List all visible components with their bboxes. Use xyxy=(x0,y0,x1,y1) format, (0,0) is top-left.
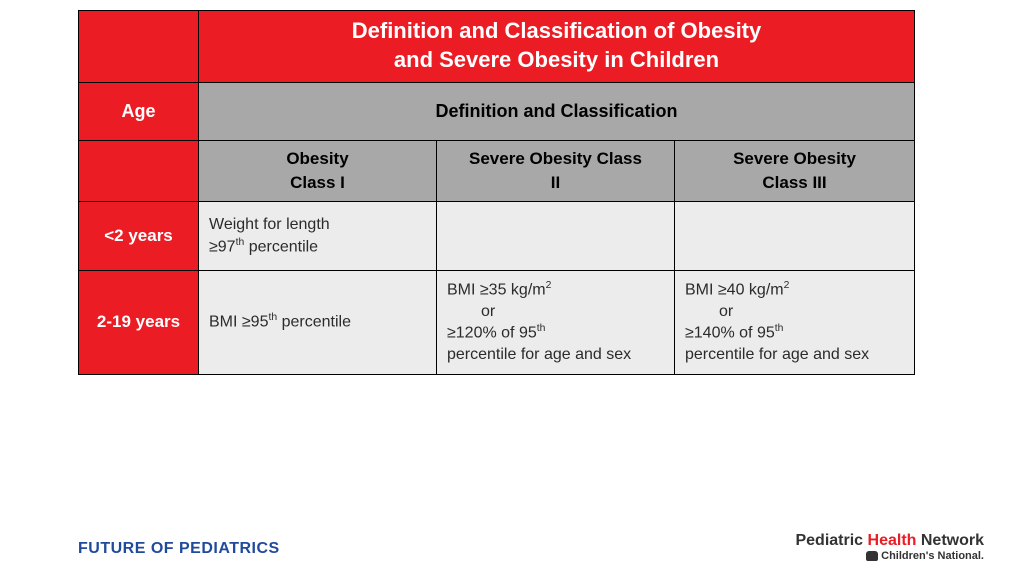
bear-icon xyxy=(866,551,878,561)
header2-spacer xyxy=(79,141,199,202)
r2-c3-l4: percentile for age and sex xyxy=(685,346,869,363)
r2-c2-l1-pre: BMI ≥35 kg/m xyxy=(447,281,546,298)
footer-left-text: FUTURE OF PEDIATRICS xyxy=(78,540,280,558)
definition-header: Definition and Classification xyxy=(199,83,915,141)
r2-c2-l1-sup: 2 xyxy=(546,280,552,291)
under2-c1-sup: th xyxy=(236,237,245,248)
r2-c1-pre: BMI ≥95 xyxy=(209,314,268,331)
row-under-2-years: <2 years Weight for length ≥97th percent… xyxy=(79,201,915,270)
age-header: Age xyxy=(79,83,199,141)
title-line-1: Definition and Classification of Obesity xyxy=(352,18,762,43)
row-2-19-years: 2-19 years BMI ≥95th percentile BMI ≥35 … xyxy=(79,270,915,374)
r2-c1-sup: th xyxy=(268,312,277,323)
r2-c2-l3-pre: ≥120% of 95 xyxy=(447,325,537,342)
col-severe-obesity-class-3: Severe Obesity Class III xyxy=(675,141,915,202)
under2-c1-pre: ≥97 xyxy=(209,238,236,255)
r2-c3-l3-pre: ≥140% of 95 xyxy=(685,325,775,342)
phn-part-a: Pediatric xyxy=(795,532,867,549)
phn-part-c: Network xyxy=(916,532,984,549)
r2-c3-or: or xyxy=(685,301,904,323)
col2-line2: II xyxy=(551,173,560,192)
r2-c3-l3-sup: th xyxy=(775,323,784,334)
obesity-classification-table: Definition and Classification of Obesity… xyxy=(78,10,915,375)
under2-class1-cell: Weight for length ≥97th percentile xyxy=(199,201,437,270)
col2-line1: Severe Obesity Class xyxy=(469,149,642,168)
r2-c2-l3-sup: th xyxy=(537,323,546,334)
under2-c1-post: percentile xyxy=(244,238,318,255)
r2-c3-l1-pre: BMI ≥40 kg/m xyxy=(685,281,784,298)
row-label-2-19: 2-19 years xyxy=(79,270,199,374)
col-obesity-class-1: Obesity Class I xyxy=(199,141,437,202)
header-row-1: Age Definition and Classification xyxy=(79,83,915,141)
cn-text: Children's National. xyxy=(881,550,984,562)
r2-class2-cell: BMI ≥35 kg/m2 or ≥120% of 95th percentil… xyxy=(437,270,675,374)
col1-line1: Obesity xyxy=(286,149,348,168)
r2-c2-l4: percentile for age and sex xyxy=(447,346,631,363)
phn-part-b: Health xyxy=(868,532,917,549)
col3-line2: Class III xyxy=(762,173,826,192)
header-row-2: Obesity Class I Severe Obesity Class II … xyxy=(79,141,915,202)
under2-class3-cell xyxy=(675,201,915,270)
slide: Definition and Classification of Obesity… xyxy=(0,0,1024,576)
r2-c3-l1-sup: 2 xyxy=(784,280,790,291)
title-line-2: and Severe Obesity in Children xyxy=(394,47,719,72)
table-title: Definition and Classification of Obesity… xyxy=(199,11,915,83)
r2-c2-or: or xyxy=(447,301,664,323)
r2-class1-cell: BMI ≥95th percentile xyxy=(199,270,437,374)
under2-c1-line1: Weight for length xyxy=(209,216,330,233)
title-row: Definition and Classification of Obesity… xyxy=(79,11,915,83)
col-severe-obesity-class-2: Severe Obesity Class II xyxy=(437,141,675,202)
col1-line2: Class I xyxy=(290,173,345,192)
r2-class3-cell: BMI ≥40 kg/m2 or ≥140% of 95th percentil… xyxy=(675,270,915,374)
childrens-national-logo: Children's National. xyxy=(795,550,984,562)
title-spacer xyxy=(79,11,199,83)
pediatric-health-network-logo: Pediatric Health Network xyxy=(795,532,984,550)
footer-right-logo: Pediatric Health Network Children's Nati… xyxy=(795,532,984,562)
under2-class2-cell xyxy=(437,201,675,270)
r2-c1-post: percentile xyxy=(277,314,351,331)
row-label-under-2: <2 years xyxy=(79,201,199,270)
col3-line1: Severe Obesity xyxy=(733,149,856,168)
